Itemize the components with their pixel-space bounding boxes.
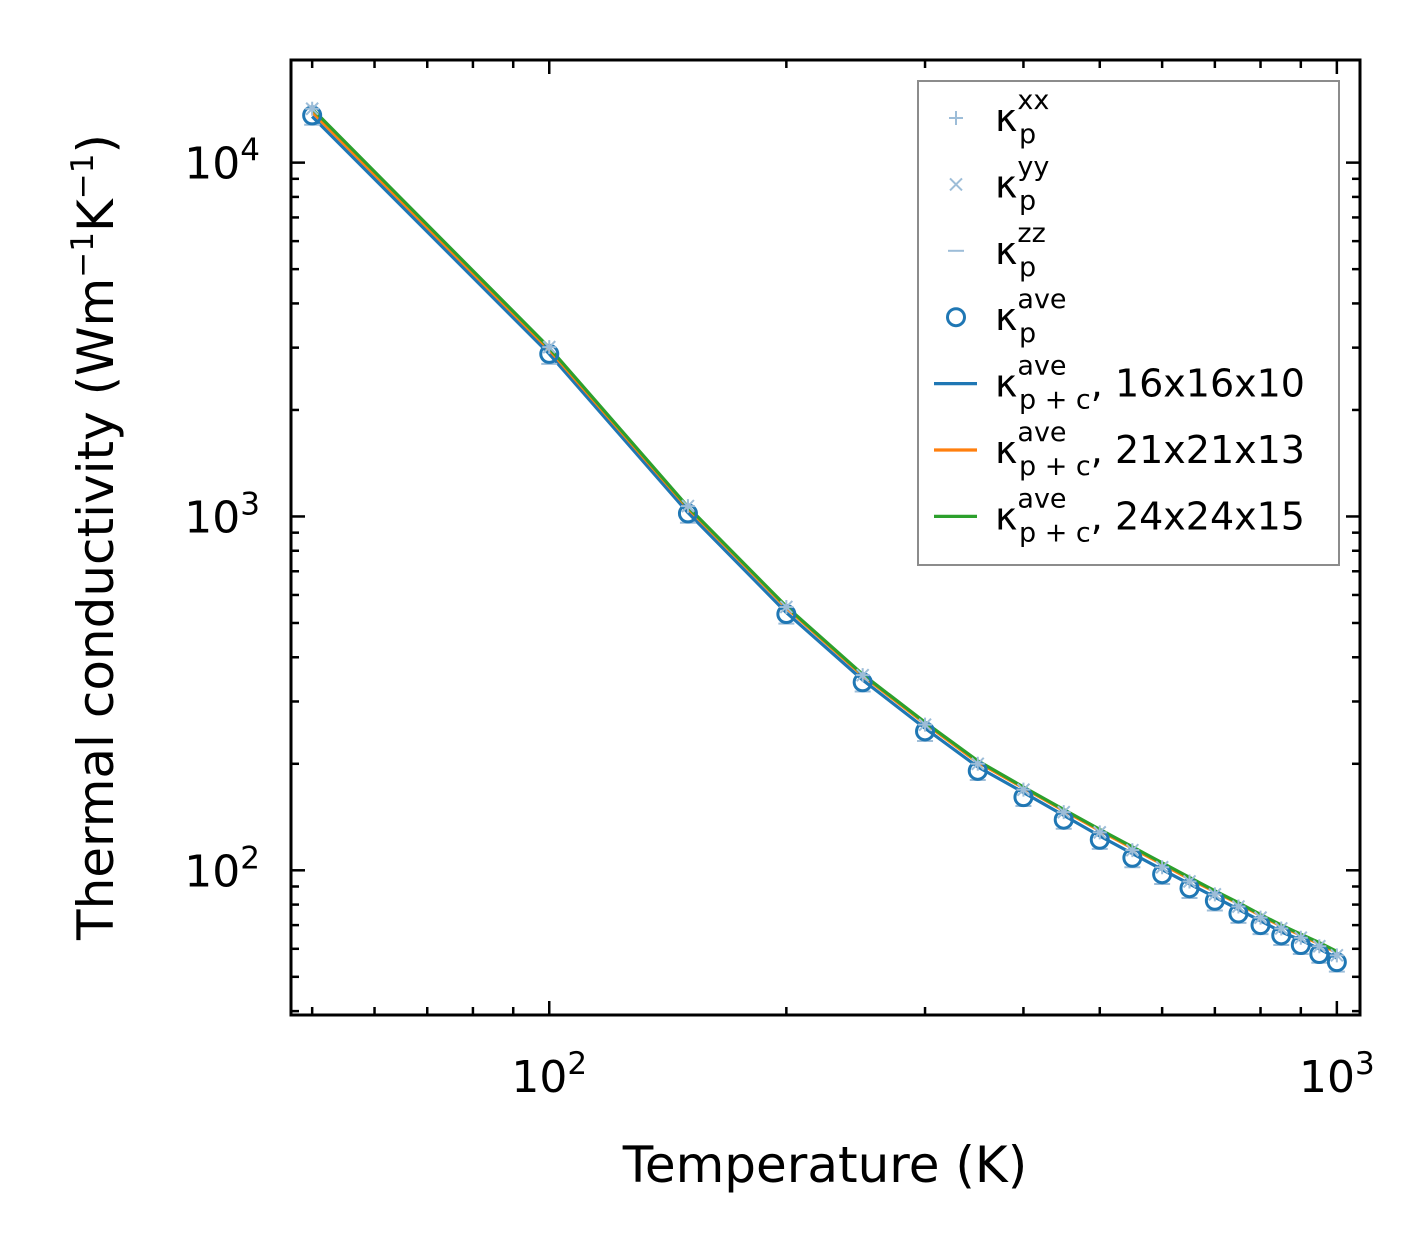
point-kyy-300 — [918, 717, 932, 732]
series-layer — [302, 101, 1347, 973]
legend-label-base: κ — [995, 428, 1017, 472]
legend-label-kyy: κyy p — [995, 151, 1049, 216]
legend-item-kxx: κxx p — [949, 85, 1049, 150]
point-kyy-700 — [1208, 887, 1222, 902]
legend-item-kyy: κyy p — [949, 151, 1049, 216]
legend-label-sub: p + c — [1019, 451, 1091, 482]
point-kyy-250 — [855, 668, 870, 682]
legend-label-suffix: , 24x24x15 — [1091, 494, 1305, 538]
y-tick-label-1000: 103 — [184, 486, 260, 543]
point-kyy-550 — [1125, 843, 1140, 857]
legend-label-kxx: κxx p — [995, 85, 1049, 150]
x-tick-label-base: 10 — [511, 1052, 567, 1103]
legend-label-sup: ave — [1017, 483, 1066, 514]
legend-label-sup: yy — [1017, 151, 1049, 182]
y-axis-label: Thermal conductivity (Wm−1K−1) — [65, 134, 125, 941]
point-kyy-650 — [1182, 874, 1197, 889]
y-tick-label-base: 10 — [184, 846, 240, 897]
point-kyy-750 — [1231, 899, 1246, 914]
legend-label-sub: p — [1019, 318, 1036, 349]
legend-label-kave: κave p — [995, 284, 1067, 349]
legend-label-suffix: , 21x21x13 — [1091, 428, 1305, 472]
legend-item-kpc_24: κave p + c, 24x24x15 — [934, 483, 1305, 548]
y-axis-label-sup2: −1 — [65, 154, 101, 200]
y-axis-label-close: ) — [67, 134, 125, 154]
point-kyy-850 — [1274, 921, 1288, 936]
y-tick-label-exp: 2 — [240, 840, 260, 876]
legend-item-kzz: κzz p — [948, 218, 1046, 283]
legend-swatch-kave — [946, 307, 966, 328]
x-axis-label: Temperature (K) — [622, 1136, 1027, 1194]
legend-item-kpc_16: κave p + c, 16x16x10 — [934, 351, 1305, 416]
point-kyy-200 — [779, 600, 794, 614]
x-tick-label-100: 102 — [511, 1046, 587, 1103]
point-kyy-800 — [1253, 910, 1268, 925]
point-kyy-500 — [1093, 825, 1107, 840]
x-tick-label-base: 10 — [1299, 1052, 1355, 1103]
y-tick-label-exp: 3 — [240, 486, 260, 522]
legend-label-sub: p — [1019, 252, 1036, 283]
plot-frame — [289, 58, 1362, 1017]
y-tick-label-base: 10 — [184, 492, 240, 543]
x-tick-label-1000: 103 — [1299, 1046, 1375, 1103]
legend-label-base: κ — [995, 229, 1017, 273]
legend-label-sup: ave — [1017, 351, 1066, 382]
legend-label-sup: xx — [1017, 85, 1049, 116]
legend-label-base: κ — [995, 494, 1017, 538]
legend-label-base: κ — [995, 362, 1017, 406]
legend-label-base: κ — [995, 162, 1017, 206]
point-kyy-1000 — [1330, 948, 1344, 963]
point-kyy-50 — [305, 102, 319, 116]
legend-label-sub: p + c — [1019, 385, 1091, 416]
y-tick-label-exp: 4 — [240, 133, 260, 169]
series-line-kpc_16 — [311, 115, 1338, 960]
point-kyy-350 — [971, 757, 985, 771]
point-kyy-100 — [542, 340, 556, 354]
x-tick-label-exp: 2 — [567, 1046, 587, 1082]
legend-item-kave: κave p — [946, 284, 1067, 349]
legend-label-kpc_16: κave p + c, 16x16x10 — [995, 351, 1305, 416]
legend-label-sub: p + c — [1019, 517, 1091, 548]
legend-box — [917, 80, 1340, 566]
legend-swatch-kyy — [949, 177, 963, 192]
legend-item-kpc_21: κave p + c, 21x21x13 — [934, 417, 1305, 482]
legend-swatch-kxx — [949, 111, 963, 125]
y-tick-label-10000: 104 — [184, 133, 260, 190]
legend-label-sup: ave — [1017, 417, 1066, 448]
point-kyy-400 — [1016, 782, 1031, 797]
legend-label-sub: p — [1019, 185, 1036, 216]
point-kyy-450 — [1057, 805, 1071, 819]
legend-label-base: κ — [995, 295, 1017, 339]
y-axis-label-sup1: −1 — [65, 232, 101, 278]
legend-label-kzz: κzz p — [995, 218, 1046, 283]
y-axis-label-mid: K — [67, 198, 125, 232]
y-tick-label-100: 102 — [184, 840, 260, 897]
legend-label-suffix: , 16x16x10 — [1091, 362, 1305, 406]
y-tick-label-base: 10 — [184, 139, 240, 190]
point-kyy-150 — [681, 499, 695, 513]
x-tick-label-exp: 3 — [1355, 1046, 1375, 1082]
legend-label-sub: p — [1019, 119, 1036, 150]
point-kyy-900 — [1294, 930, 1308, 945]
legend-label-kpc_21: κave p + c, 21x21x13 — [995, 417, 1305, 482]
legend-label-base: κ — [995, 96, 1017, 140]
y-axis-label-main: Thermal conductivity (Wm — [67, 278, 125, 941]
point-kyy-950 — [1312, 939, 1327, 953]
legend-label-kpc_24: κave p + c, 24x24x15 — [995, 483, 1305, 548]
point-kyy-600 — [1155, 860, 1169, 874]
legend-label-sup: zz — [1017, 218, 1045, 249]
series-line-kpc_24 — [311, 107, 1338, 953]
legend-label-sup: ave — [1017, 284, 1066, 315]
